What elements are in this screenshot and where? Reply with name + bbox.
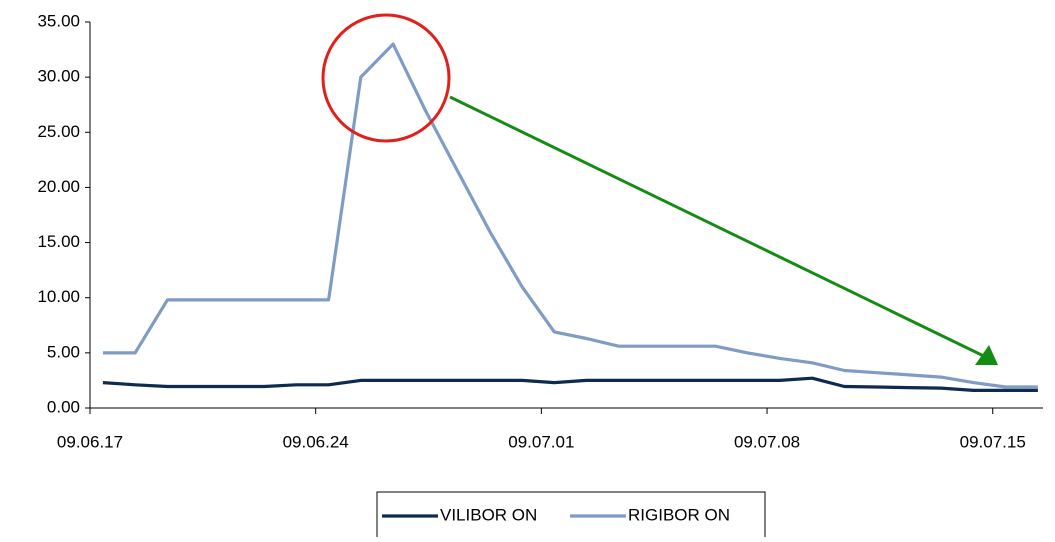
y-tick-label: 5.00 (47, 342, 80, 361)
x-tick-label: 09.07.01 (508, 432, 574, 451)
highlight-circle (321, 13, 451, 143)
trend-arrow (449, 95, 993, 362)
series-line (102, 376, 1038, 392)
x-tick-label: 09.07.15 (960, 432, 1026, 451)
arrow-head (975, 345, 998, 365)
legend-label: RIGIBOR ON (628, 505, 730, 524)
y-tick-label: 0.00 (47, 397, 80, 416)
y-tick-label: 30.00 (37, 67, 80, 86)
plot-area: 0.00 5.00 10.00 15.00 20.00 25.00 30.00 35.00 09… (37, 11, 1043, 451)
y-tick-label: 35.00 (37, 11, 80, 30)
y-tick-label: 20.00 (37, 177, 80, 196)
y-tick-label: 15.00 (37, 232, 80, 251)
x-tick-label: 09.07.08 (734, 432, 800, 451)
legend-label: VILIBOR ON (440, 505, 537, 524)
series-line (102, 42, 1038, 389)
y-tick-label: 25.00 (37, 122, 80, 141)
x-tick-label: 09.06.24 (283, 432, 349, 451)
y-tick-label: 10.00 (37, 287, 80, 306)
x-tick-label: 09.06.17 (57, 432, 123, 451)
